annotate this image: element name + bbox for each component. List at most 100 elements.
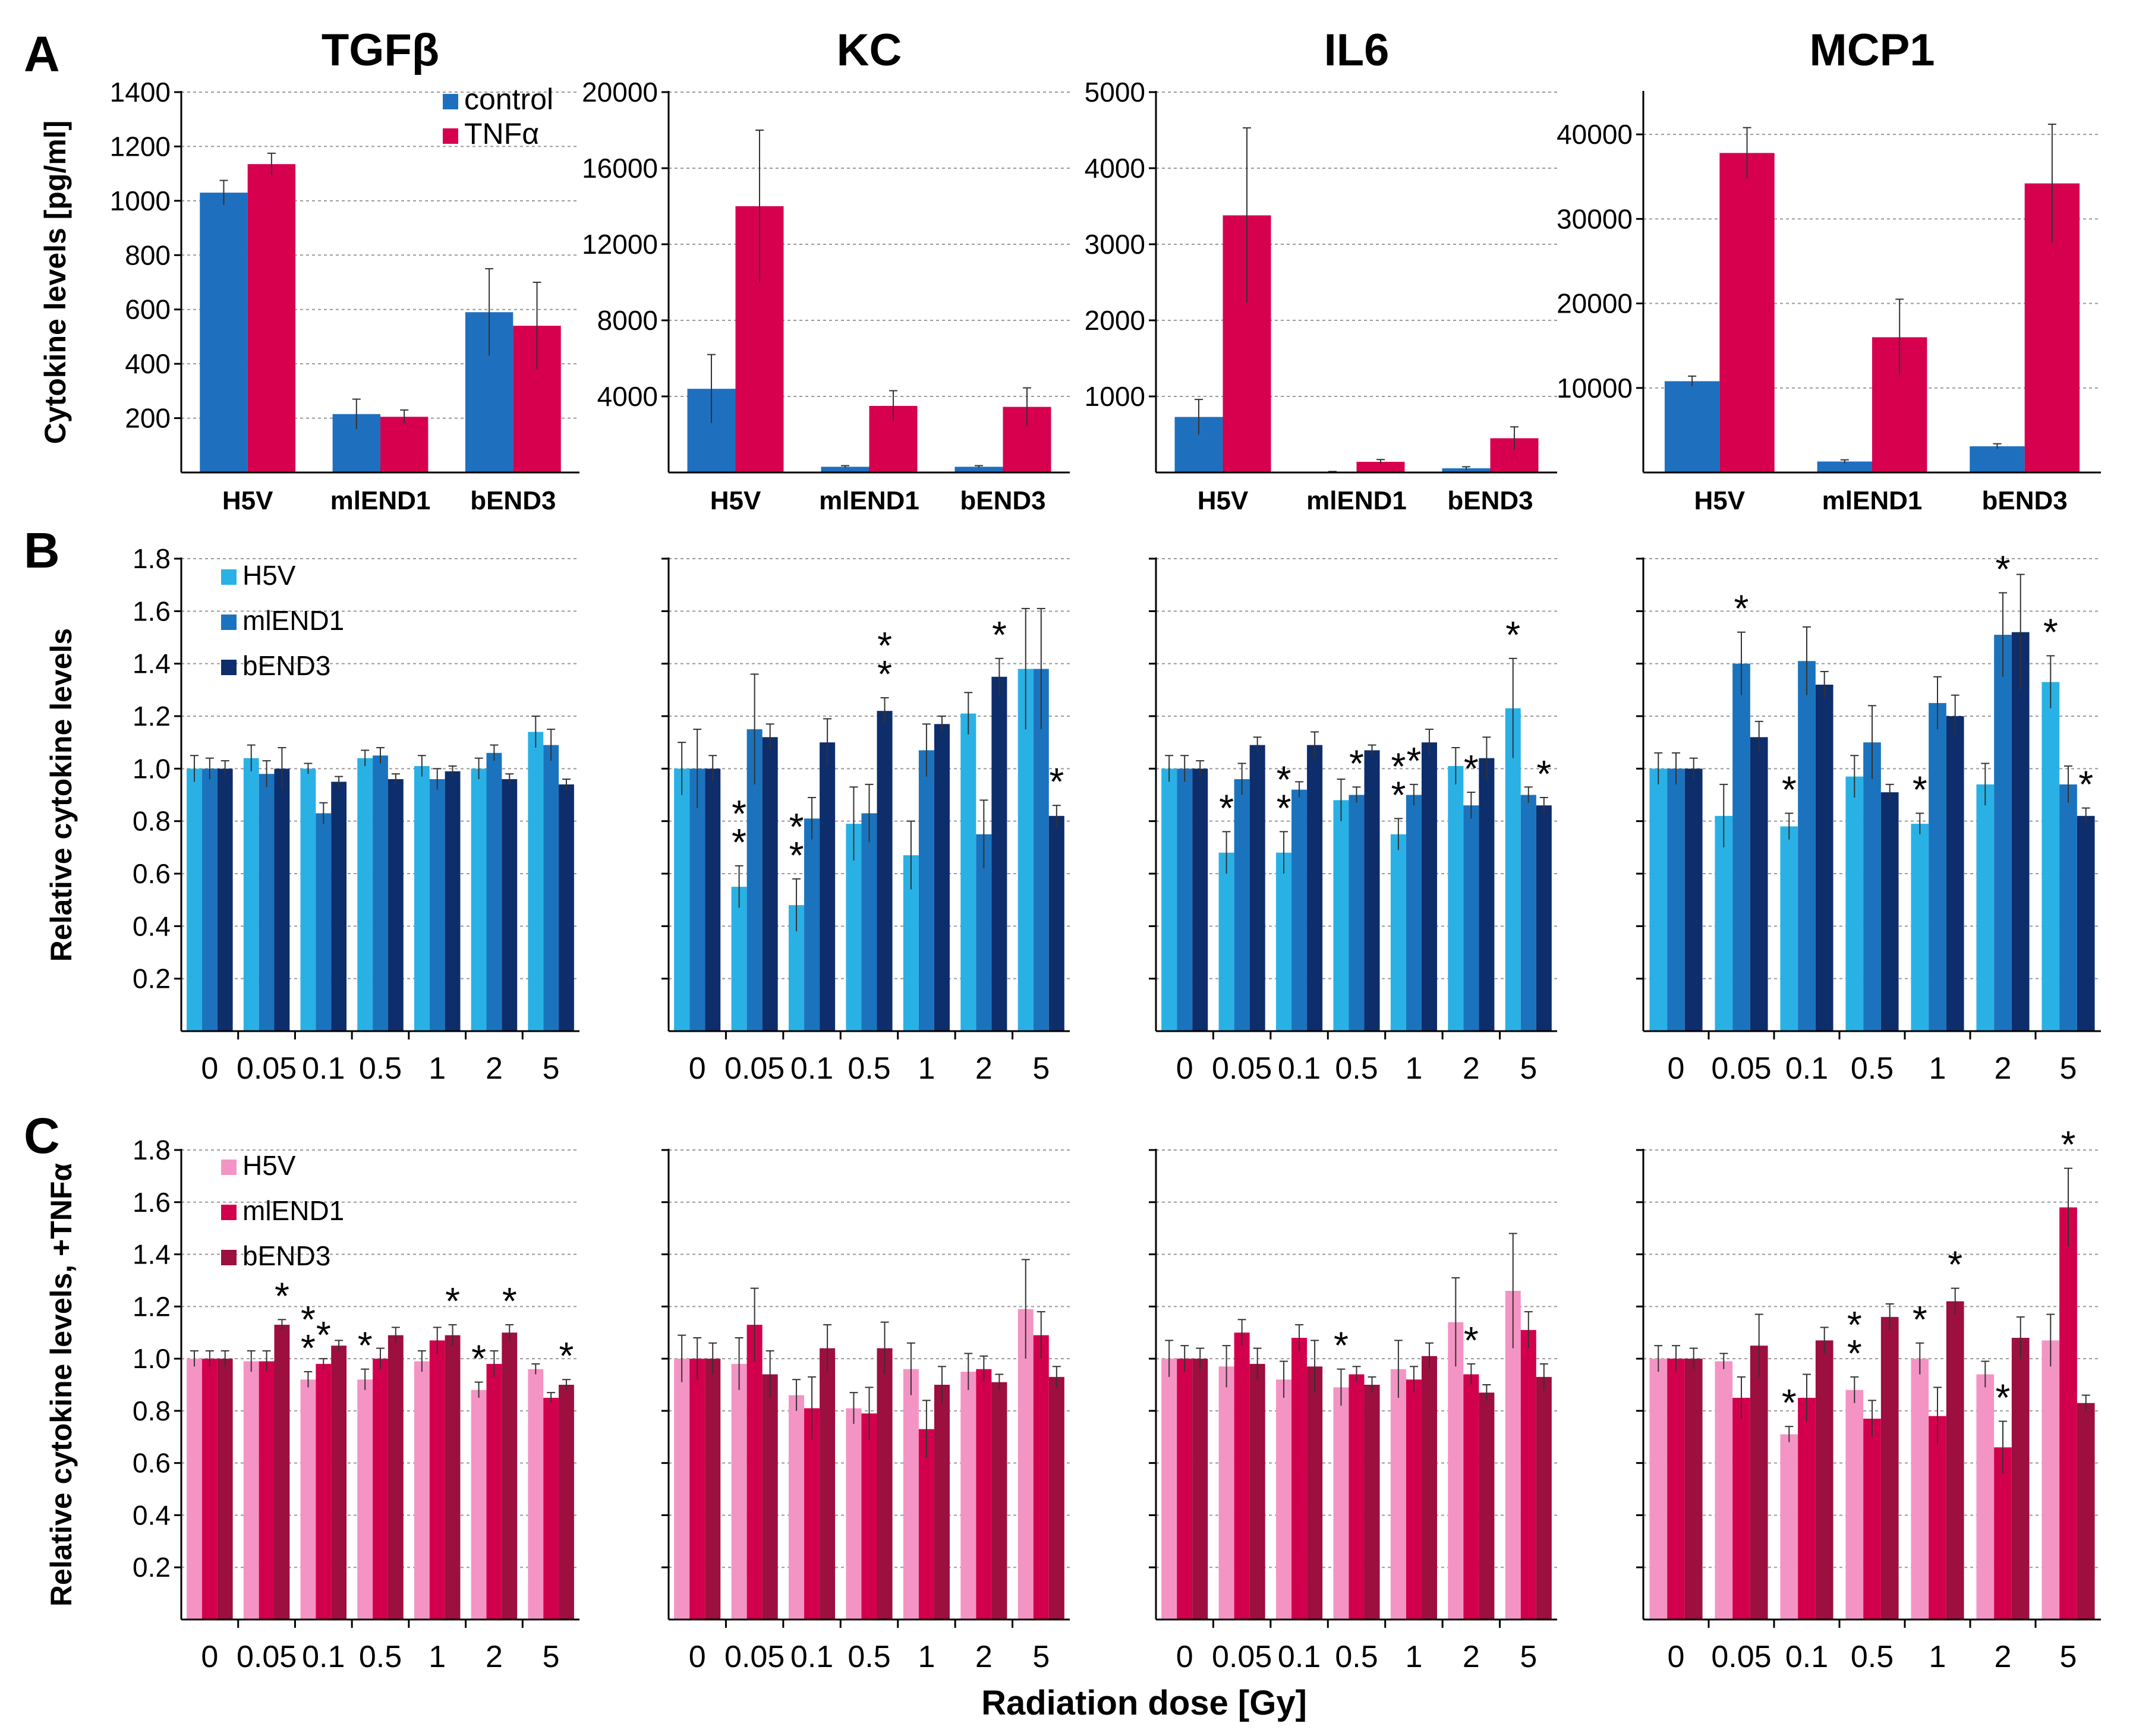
significance-star: * (1349, 742, 1364, 784)
bar (1479, 1392, 1495, 1620)
bar (689, 1359, 705, 1620)
bar (486, 1363, 502, 1620)
bar (559, 1385, 574, 1620)
x-tick-label: 5 (1032, 1640, 1050, 1674)
x-tick-label: 2 (486, 1051, 503, 1086)
bar (1780, 826, 1798, 1031)
chart-title: IL6 (1324, 25, 1390, 75)
bar (960, 1372, 976, 1620)
bar (746, 1325, 763, 1620)
bar (1780, 1434, 1798, 1620)
significance-star: * (1913, 768, 1927, 811)
bar (1664, 381, 1720, 472)
x-tick-label: H5V (222, 486, 273, 515)
x-tick-label: 2 (1995, 1640, 2012, 1674)
bar (918, 750, 934, 1031)
bar (2042, 1340, 2060, 1620)
legend-swatch (221, 1250, 237, 1265)
significance-star: * (1391, 773, 1406, 816)
significance-star: * (358, 1324, 373, 1367)
bar (559, 784, 574, 1031)
significance-star: * (1464, 747, 1479, 790)
x-tick-label: 5 (543, 1051, 560, 1086)
x-tick-label: 5 (1032, 1051, 1050, 1086)
legend-swatch (221, 615, 237, 630)
bar (731, 1363, 747, 1620)
bar (762, 737, 778, 1031)
y-tick-label: 30000 (1557, 203, 1633, 234)
bar (1798, 661, 1816, 1031)
bar (2011, 1338, 2030, 1620)
bar (1536, 805, 1552, 1031)
bar (373, 1359, 388, 1620)
bar (1994, 1447, 2012, 1620)
significance-star: * (877, 624, 892, 667)
bar (1863, 742, 1881, 1031)
significance-star: * (732, 821, 746, 864)
bar (1249, 1363, 1265, 1620)
bar (976, 1369, 992, 1620)
x-tick-label: bEND3 (1447, 486, 1533, 515)
bar (934, 724, 950, 1031)
y-tick-label: 8000 (597, 305, 658, 336)
x-tick-label: H5V (1198, 486, 1249, 515)
bar (414, 1361, 430, 1620)
bar (1276, 1379, 1292, 1620)
legend-swatch (221, 569, 237, 585)
x-tick-label: 0.05 (1711, 1051, 1771, 1086)
x-tick-label: 2 (1463, 1640, 1480, 1674)
y-tick-label: 4000 (597, 381, 658, 412)
bar (543, 1397, 559, 1620)
bar (247, 164, 296, 473)
bar (1390, 834, 1406, 1031)
x-tick-label: 0.5 (359, 1051, 402, 1086)
y-tick-label: 1.2 (133, 1291, 171, 1322)
significance-star: * (301, 1327, 316, 1369)
bar (528, 1369, 544, 1620)
bar (821, 467, 869, 472)
bar (217, 768, 233, 1031)
x-tick-label: 5 (2060, 1640, 2077, 1674)
bar (414, 765, 430, 1031)
bar (1976, 1374, 1995, 1620)
significance-star: * (1406, 739, 1421, 782)
x-tick-label: 0 (689, 1640, 706, 1674)
bar (1364, 1385, 1380, 1620)
x-tick-label: 0 (1668, 1640, 1685, 1674)
x-tick-label: 0.1 (1278, 1051, 1321, 1086)
bar (1732, 1397, 1750, 1620)
x-tick-label: 1 (1405, 1640, 1422, 1674)
x-tick-label: 0.5 (1851, 1051, 1894, 1086)
x-tick-label: 0.1 (302, 1640, 345, 1674)
y-tick-label: 800 (125, 240, 171, 270)
significance-star: * (732, 792, 746, 835)
bar (387, 779, 404, 1031)
bar (274, 1325, 290, 1620)
bar (357, 758, 373, 1031)
y-tick-label: 3000 (1085, 229, 1145, 260)
bar (201, 1359, 218, 1620)
bar (1333, 800, 1349, 1031)
y-tick-label: 0.6 (133, 858, 171, 889)
bar (674, 1359, 690, 1620)
bar (300, 768, 316, 1031)
x-tick-label: bEND3 (960, 486, 1045, 515)
bar (762, 1374, 778, 1620)
panel-letter-b: B (24, 522, 60, 578)
chart-c-tgfb: 0.20.40.60.81.01.21.41.61.80*0.05** *0.1*… (45, 1135, 579, 1674)
y-tick-label: 1.4 (133, 648, 171, 679)
x-tick-label: mlEND1 (1306, 486, 1407, 515)
chart-b-mcp1: 0 * 0.05 * 0.1 0.5 * 1 * 2 * * 5 (1636, 547, 2101, 1086)
x-tick-label: 1 (429, 1051, 446, 1086)
bar (918, 1429, 934, 1620)
bar (1048, 1376, 1064, 1620)
bar (2077, 1403, 2095, 1620)
bar (243, 758, 259, 1031)
legend-label: H5V (242, 1150, 296, 1181)
y-axis-label: Relative cytokine levels, +TNFα (45, 1163, 78, 1607)
x-tick-label: 0 (201, 1640, 218, 1674)
x-tick-label: 2 (975, 1051, 993, 1086)
bar (445, 1335, 461, 1620)
bar (1667, 1359, 1685, 1620)
bar (1970, 446, 2025, 472)
